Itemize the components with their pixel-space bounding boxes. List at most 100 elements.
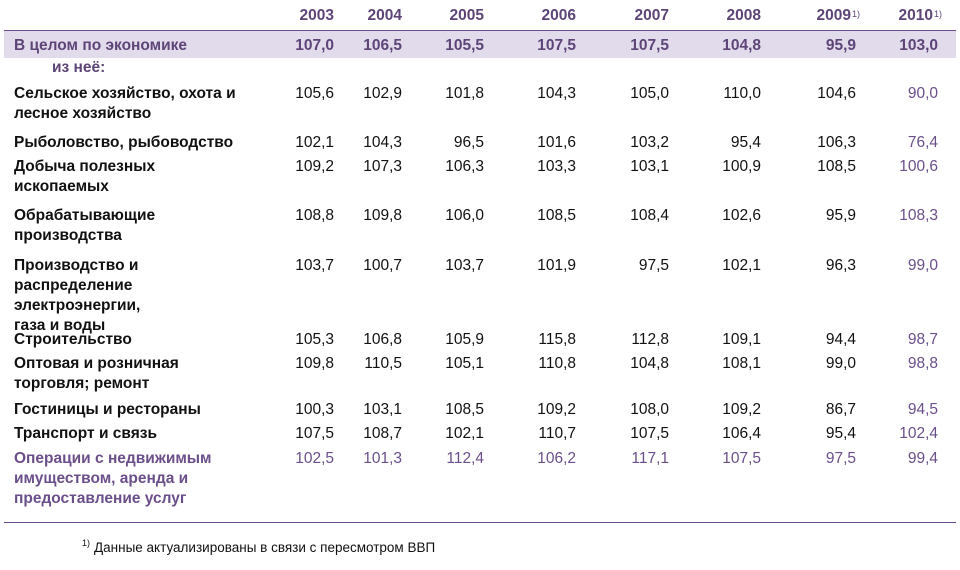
value-cell: 103,7 [445, 257, 484, 274]
value-cell: 104,8 [630, 355, 669, 372]
value-cell: 94,5 [907, 401, 938, 418]
value-cell: 90,0 [907, 85, 938, 102]
row-label: Оптовая и розничная торговля; ремонт [14, 355, 179, 392]
value-cell: 101,6 [537, 134, 576, 151]
value-cell: 99,4 [907, 450, 938, 467]
row-label: Производство и распределение электроэнер… [14, 257, 141, 334]
value-cell: 102,6 [722, 207, 761, 224]
value-cell: 94,4 [825, 331, 856, 348]
value-cell: 108,3 [899, 207, 938, 224]
year-header-text: 2005 [449, 7, 484, 24]
value-cell: 102,1 [722, 257, 761, 274]
value-cell: 102,9 [363, 85, 402, 102]
value-cell: 117,1 [631, 450, 669, 467]
value-cell: 97,5 [638, 257, 669, 274]
value-cell: 101,8 [445, 85, 484, 102]
value-cell: 103,1 [363, 401, 402, 418]
value-cell: 107,5 [630, 37, 669, 54]
value-cell: 115,8 [538, 331, 576, 348]
value-cell: 108,7 [363, 425, 402, 442]
value-cell: 99,0 [825, 355, 856, 372]
value-cell: 106,5 [363, 37, 402, 54]
value-cell: 100,3 [295, 401, 334, 418]
footnote-text: Данные актуализированы в связи с пересмо… [94, 540, 436, 555]
value-cell: 107,3 [363, 158, 402, 175]
value-cell: 76,4 [907, 134, 938, 151]
value-cell: 104,8 [722, 37, 761, 54]
value-cell: 109,2 [537, 401, 576, 418]
value-cell: 101,3 [363, 450, 402, 467]
value-cell: 105,3 [295, 331, 334, 348]
value-cell: 109,2 [295, 158, 334, 175]
value-cell: 103,7 [295, 257, 334, 274]
value-cell: 108,1 [722, 355, 761, 372]
value-cell: 106,2 [537, 450, 576, 467]
value-cell: 109,1 [722, 331, 761, 348]
value-cell: 112,8 [631, 331, 669, 348]
value-cell: 107,0 [295, 37, 334, 54]
value-cell: 105,6 [295, 85, 334, 102]
footnote-mark: 1) [933, 9, 942, 19]
footnote: 1) Данные актуализированы в связи с перес… [82, 538, 436, 555]
value-cell: 95,9 [825, 37, 856, 54]
value-cell: 105,9 [445, 331, 484, 348]
value-cell: 103,3 [537, 158, 576, 175]
year-header: 2004 [342, 6, 402, 26]
year-header: 20101) [882, 6, 943, 26]
value-cell: 109,8 [363, 207, 402, 224]
value-cell: 99,0 [907, 257, 938, 274]
value-cell: 106,3 [817, 134, 856, 151]
header-rule [4, 30, 956, 31]
row-label: Гостиницы и рестораны [14, 401, 201, 418]
year-header-text: 2008 [726, 7, 761, 24]
value-cell: 103,0 [899, 37, 938, 54]
value-cell: 106,0 [445, 207, 484, 224]
value-cell: 108,0 [630, 401, 669, 418]
value-cell: 100,9 [722, 158, 761, 175]
value-cell: 107,5 [295, 425, 334, 442]
value-cell: 106,8 [363, 331, 402, 348]
value-cell: 108,5 [445, 401, 484, 418]
value-cell: 110,0 [723, 85, 761, 102]
value-cell: 110,5 [364, 355, 402, 372]
year-header-text: 2003 [299, 7, 334, 24]
value-cell: 110,7 [538, 425, 576, 442]
value-cell: 108,5 [537, 207, 576, 224]
value-cell: 109,8 [295, 355, 334, 372]
subheader: из неё: [52, 59, 106, 76]
value-cell: 98,7 [907, 331, 938, 348]
value-cell: 107,5 [722, 450, 761, 467]
value-cell: 102,1 [445, 425, 484, 442]
year-header: 2008 [701, 6, 761, 26]
value-cell: 105,1 [445, 355, 484, 372]
value-cell: 96,5 [453, 134, 484, 151]
value-cell: 97,5 [825, 450, 856, 467]
value-cell: 103,2 [630, 134, 669, 151]
year-header-text: 2010 [898, 7, 933, 24]
year-header: 2003 [274, 6, 334, 26]
footnote-mark: 1) [82, 538, 91, 548]
year-header: 2007 [609, 6, 669, 26]
value-cell: 102,5 [295, 450, 334, 467]
row-label: В целом по экономике [14, 37, 188, 54]
value-cell: 95,9 [825, 207, 856, 224]
footnote-mark: 1) [851, 9, 860, 19]
value-cell: 98,8 [907, 355, 938, 372]
value-cell: 112,4 [446, 450, 484, 467]
value-cell: 103,1 [630, 158, 669, 175]
value-cell: 95,4 [825, 425, 856, 442]
value-cell: 102,1 [295, 134, 334, 151]
row-label: Добыча полезных ископаемых [14, 158, 156, 195]
year-header-text: 2004 [367, 7, 402, 24]
value-cell: 104,6 [817, 85, 856, 102]
value-cell: 108,8 [295, 207, 334, 224]
value-cell: 107,5 [537, 37, 576, 54]
value-cell: 108,5 [817, 158, 856, 175]
value-cell: 96,3 [825, 257, 856, 274]
value-cell: 100,7 [363, 257, 402, 274]
value-cell: 104,3 [537, 85, 576, 102]
year-header: 20091) [800, 6, 861, 26]
row-label: Строительство [14, 331, 132, 348]
row-label: Рыболовство, рыбоводство [14, 134, 234, 151]
row-label: Сельское хозяйство, охота и лесное хозяй… [14, 85, 236, 122]
